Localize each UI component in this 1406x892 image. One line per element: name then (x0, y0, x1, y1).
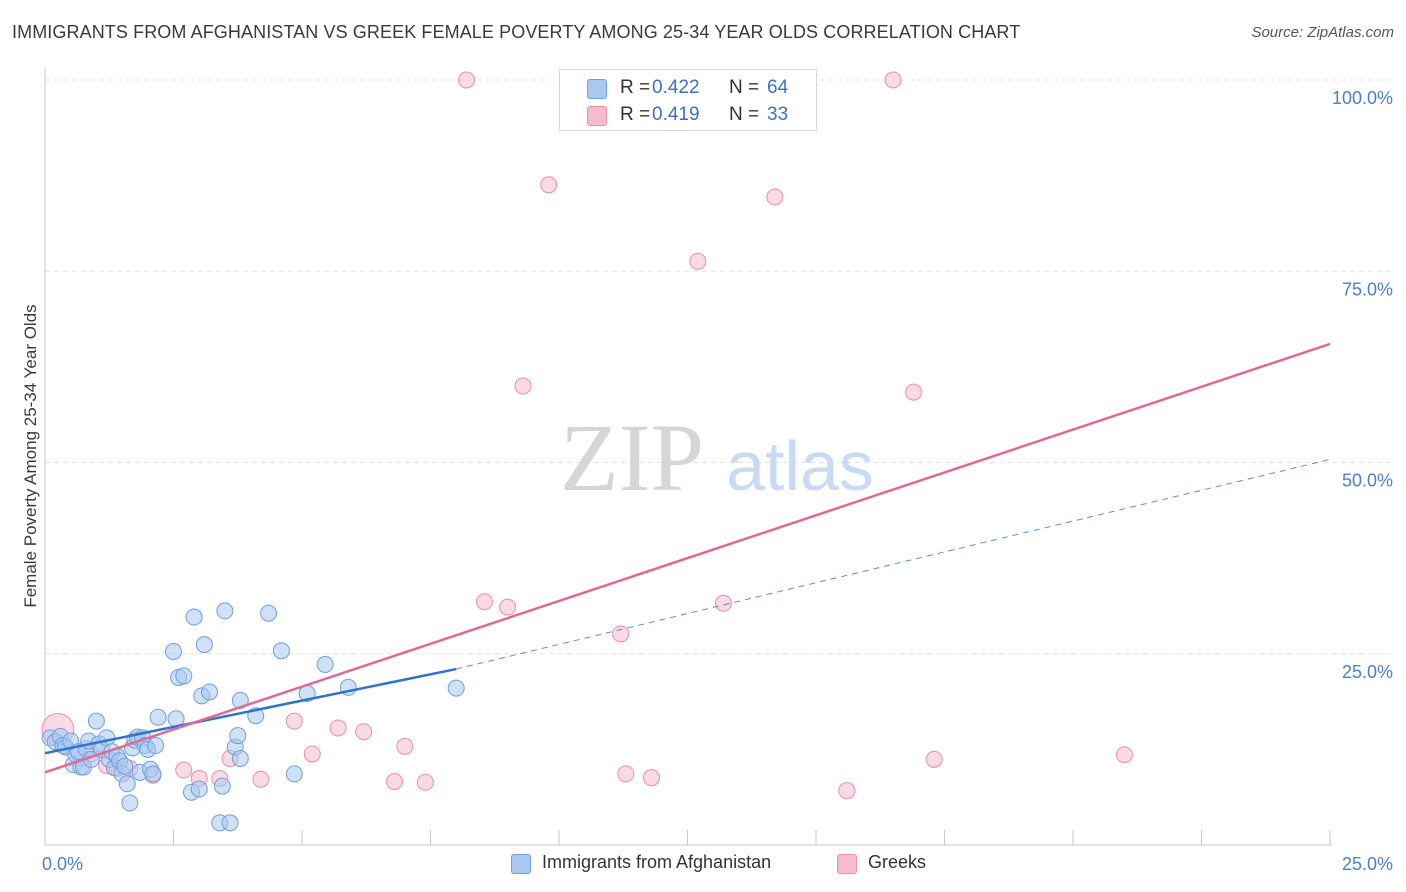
legend-r-label: R = (620, 104, 651, 125)
y-axis-label: Female Poverty Among 25-34 Year Olds (21, 304, 40, 607)
afghanistan-point (216, 602, 234, 620)
greeks-trend-line (44, 342, 1331, 774)
afghanistan-point (147, 737, 165, 755)
afghanistan-point (231, 750, 249, 768)
greeks-point (643, 769, 661, 787)
bottom-legend-swatch-blue (511, 854, 531, 874)
greeks-point (612, 625, 630, 643)
greeks-point (905, 383, 923, 401)
afghanistan-point (229, 727, 247, 745)
afghanistan-point (190, 780, 208, 798)
afghanistan-point (221, 814, 239, 832)
greeks-point (1115, 746, 1133, 764)
correlation-legend: R = 0.422 N = 64 R = 0.419 N = 33 (559, 69, 817, 131)
afghanistan-point (116, 757, 134, 775)
greeks-point (499, 598, 517, 616)
greeks-point (175, 761, 193, 779)
afghanistan-point (285, 765, 303, 783)
greeks-point (714, 594, 732, 612)
greeks-point (766, 188, 784, 206)
afghanistan-trend-line (44, 667, 457, 755)
afghanistan-point (149, 708, 167, 726)
tick-labels: 25.0% 50.0% 75.0% 100.0% 0.0% 25.0% (42, 88, 1393, 874)
afghanistan-point (118, 775, 136, 793)
afghanistan-point (316, 655, 334, 673)
greeks-point (386, 773, 404, 791)
afghanistan-point (121, 794, 139, 812)
greeks-point (884, 71, 902, 89)
legend-n-value: 64 (767, 77, 789, 98)
greeks-point (514, 377, 532, 395)
legend-n-label: N = (729, 104, 760, 125)
afghanistan-point (185, 608, 203, 626)
bottom-legend-swatch-pink (837, 854, 857, 874)
greeks-point (540, 176, 558, 194)
y-tick-label: 25.0% (1342, 662, 1393, 682)
afghanistan-points (41, 602, 465, 832)
y-tick-label: 50.0% (1342, 471, 1393, 491)
legend-swatch-blue (587, 79, 607, 99)
y-tick-label: 100.0% (1332, 88, 1393, 108)
greeks-point (355, 723, 373, 741)
chart-title: IMMIGRANTS FROM AFGHANISTAN VS GREEK FEM… (12, 22, 1021, 42)
greeks-point (303, 745, 321, 763)
greeks-point (925, 750, 943, 768)
afghanistan-point (195, 636, 213, 654)
afghanistan-point (260, 604, 278, 622)
legend-swatch-pink (587, 106, 607, 126)
afghanistan-point (213, 777, 231, 795)
afghanistan-point (165, 642, 182, 660)
greeks-point (396, 737, 414, 755)
chart-source: Source: ZipAtlas.com (1251, 24, 1394, 41)
greeks-point (475, 593, 493, 611)
trend-lines (44, 342, 1331, 774)
y-tick-label: 75.0% (1342, 279, 1393, 299)
greeks-point (416, 773, 434, 791)
axes (44, 68, 1332, 846)
afghanistan-point (87, 712, 105, 730)
greeks-point (329, 719, 347, 737)
afghanistan-point (447, 679, 465, 697)
greeks-point (689, 252, 707, 270)
x-tick-label-end: 25.0% (1342, 854, 1393, 874)
legend-n-value: 33 (767, 104, 789, 125)
greeks-point (252, 770, 270, 788)
afghanistan-point (200, 683, 218, 701)
afghanistan-point (272, 642, 290, 660)
greeks-point (457, 71, 475, 89)
afghanistan-point (175, 667, 193, 685)
bottom-legend-label: Greeks (868, 852, 927, 872)
watermark-atlas: atlas (726, 427, 874, 505)
x-tick-label-start: 0.0% (42, 854, 83, 874)
greeks-point (285, 712, 303, 730)
afghanistan-point (144, 765, 162, 783)
watermark: ZIP atlas (560, 404, 874, 511)
bottom-legend-label: Immigrants from Afghanistan (542, 852, 772, 872)
greeks-point (617, 765, 635, 783)
legend-r-value: 0.419 (652, 104, 700, 125)
afghanistan-trend-extension (456, 458, 1331, 670)
legend-r-value: 0.422 (652, 77, 700, 98)
legend-n-label: N = (729, 77, 760, 98)
greeks-point (838, 782, 856, 800)
legend-r-label: R = (620, 77, 651, 98)
watermark-zip: ZIP (560, 404, 704, 511)
gridlines (45, 79, 1395, 655)
